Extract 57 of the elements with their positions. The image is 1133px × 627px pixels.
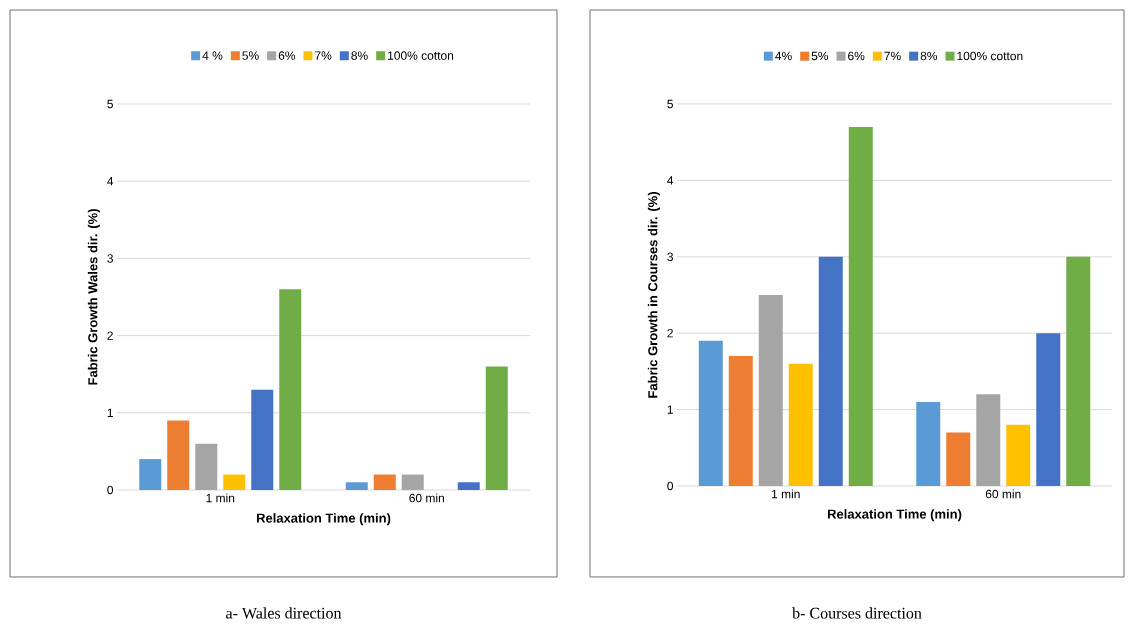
bar [223, 474, 246, 490]
legend-label: 8% [920, 51, 938, 61]
bar [758, 294, 783, 486]
x-tick-label: 1 min [772, 489, 800, 499]
x-axis-title: Relaxation Time (min) [827, 509, 962, 522]
legend-label: 6% [848, 51, 865, 61]
y-tick-label: 0 [107, 485, 114, 495]
legend-label: 5% [242, 51, 259, 60]
legend-label: 8% [351, 51, 368, 60]
x-axis-title: Relaxation Time (min) [256, 513, 391, 526]
bar [1036, 333, 1061, 486]
y-tick-label: 0 [667, 481, 674, 491]
legend-label: 7% [884, 51, 901, 61]
y-tick-label: 1 [107, 408, 113, 417]
bar [916, 401, 941, 486]
y-tick-label: 4 [667, 176, 674, 185]
bar [195, 443, 218, 490]
legend-label: 4% [775, 51, 792, 61]
legend-label: 4 % [202, 51, 223, 60]
y-tick-label: 5 [667, 99, 673, 109]
legend-label: 100% cotton [957, 51, 1023, 61]
y-tick-label: 1 [667, 405, 673, 414]
y-tick-label: 2 [667, 329, 673, 338]
x-tick-label: 60 min [409, 493, 444, 503]
bar [167, 420, 190, 490]
text: a- Wales direction [226, 607, 342, 619]
bar [251, 389, 274, 490]
y-tick-label: 3 [107, 254, 113, 263]
text: b- Courses direction [792, 607, 922, 619]
bar [401, 474, 424, 490]
legend-label: 100% cotton [388, 51, 454, 60]
y-tick-label: 4 [107, 177, 114, 186]
bar [848, 126, 873, 486]
bar [373, 474, 396, 490]
bar [698, 340, 723, 486]
bar [788, 363, 813, 486]
bar [976, 394, 1001, 486]
bar [279, 289, 302, 490]
bar [728, 356, 753, 486]
legend-label: 6% [278, 51, 296, 60]
y-axis-title: Fabric Growth Wales dir. (%) [87, 209, 100, 385]
bar [345, 482, 368, 490]
bar [818, 256, 843, 486]
y-tick-label: 5 [107, 99, 113, 109]
x-tick-label: 1 min [206, 493, 235, 503]
bar [1006, 424, 1031, 486]
y-tick-label: 2 [107, 331, 113, 340]
bar [457, 482, 480, 490]
legend-label: 7% [315, 51, 332, 60]
bar [485, 366, 508, 490]
bar [1066, 256, 1091, 486]
bar [946, 432, 971, 486]
bar [139, 459, 162, 490]
y-axis-title: Fabric Growth in Courses dir. (%) [647, 192, 660, 398]
y-tick-label: 3 [667, 252, 673, 262]
x-tick-label: 60 min [985, 489, 1021, 499]
legend-label: 5% [811, 51, 829, 61]
